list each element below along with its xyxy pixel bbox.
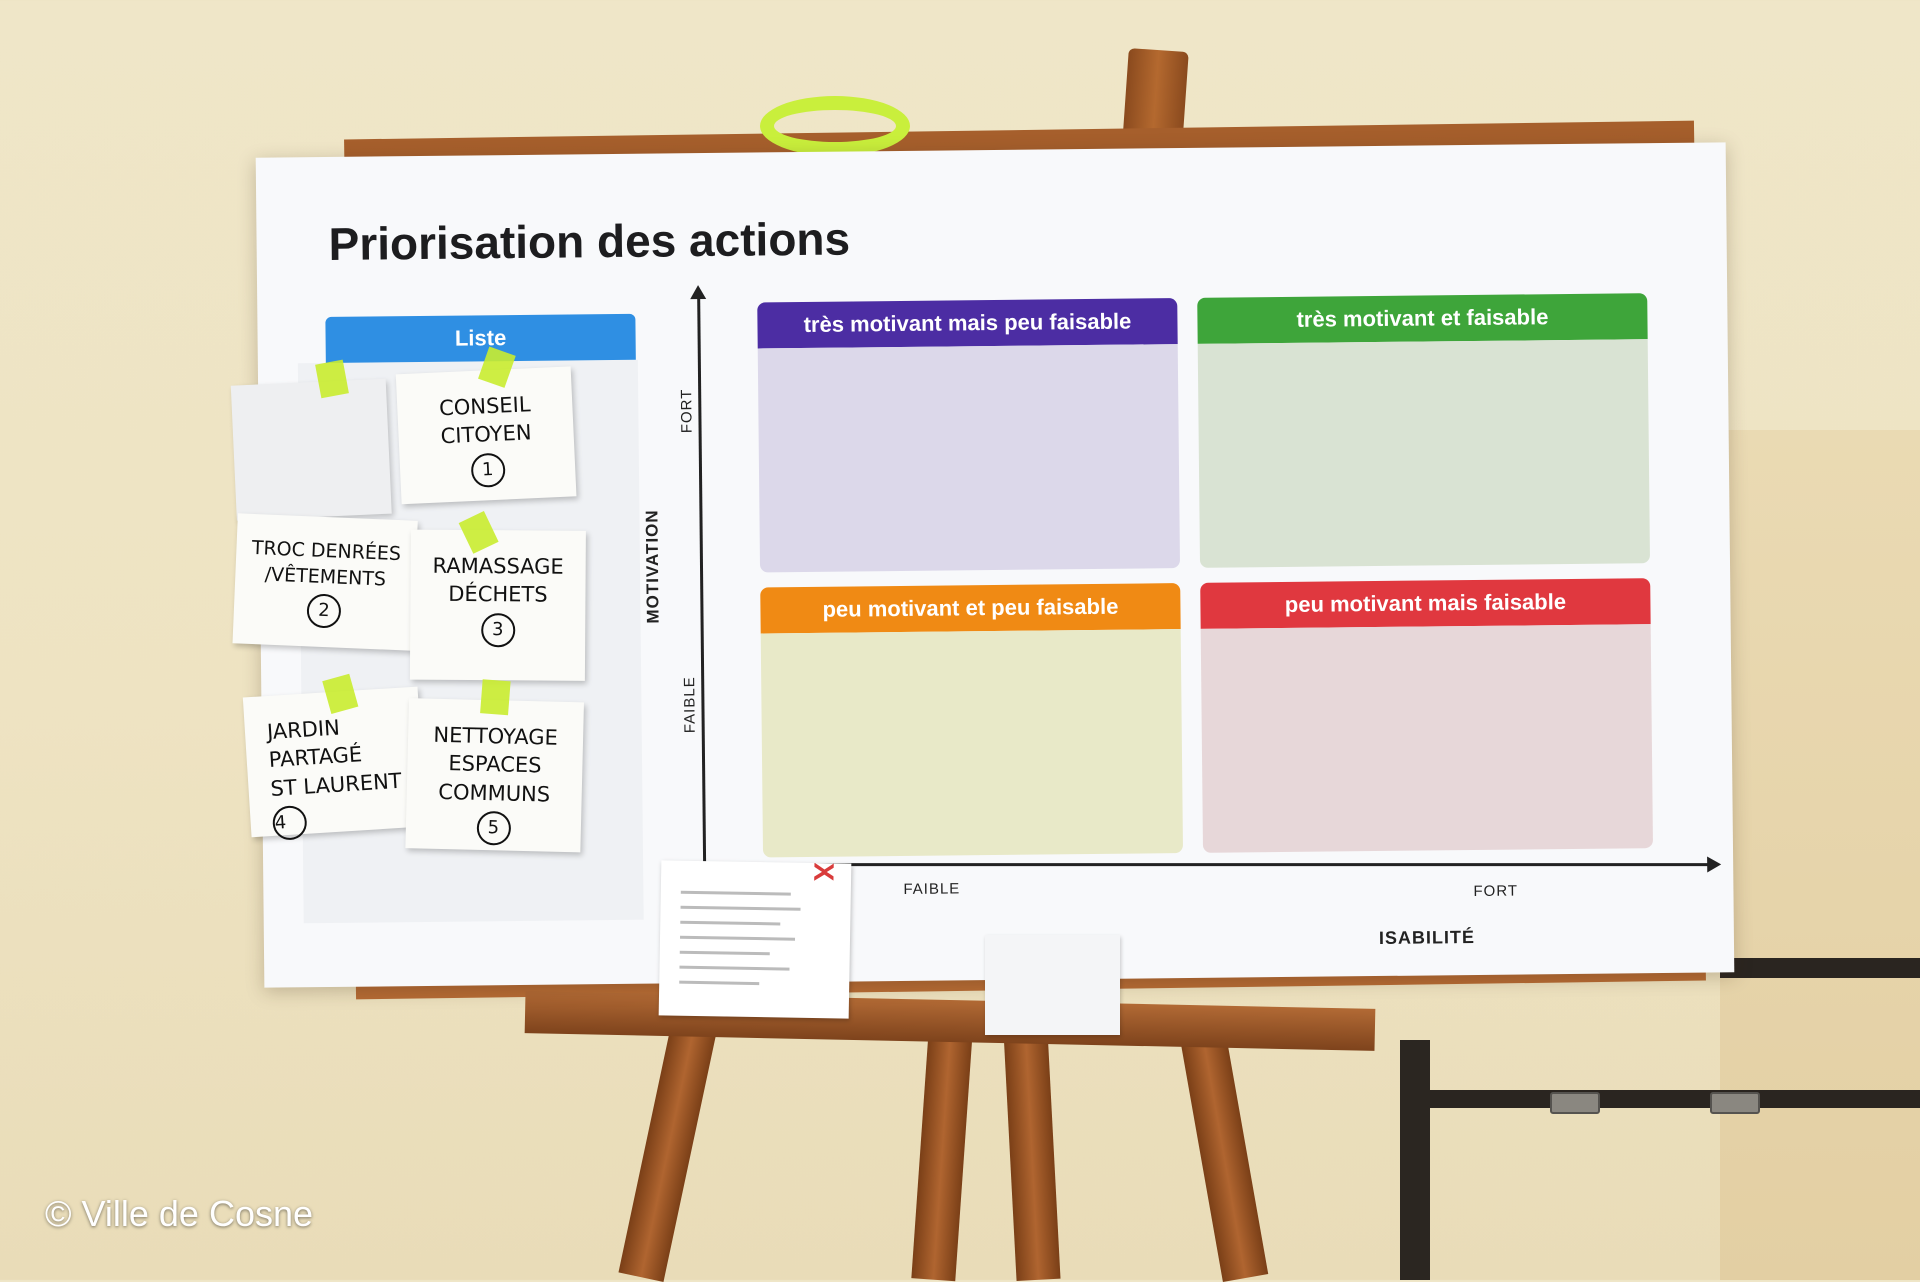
quadrant-bottom-right-title: peu motivant mais faisable <box>1200 578 1651 629</box>
note-text: ESPACES <box>448 751 542 778</box>
photo-credit: © Ville de Cosne <box>45 1193 314 1234</box>
poster-title: Priorisation des actions <box>328 212 851 270</box>
y-axis <box>697 293 707 864</box>
note-text: RAMASSAGE <box>432 553 564 579</box>
tape-piece <box>480 679 511 716</box>
tape-roll <box>760 96 910 156</box>
quadrant-bottom-left: peu motivant et peu faisable <box>760 583 1184 858</box>
quadrant-bottom-right: peu motivant mais faisable <box>1200 578 1654 853</box>
background-wall <box>1720 430 1920 1280</box>
quadrant-top-right-title: très motivant et faisable <box>1197 293 1648 344</box>
quadrant-top-left-title: très motivant mais peu faisable <box>757 298 1178 349</box>
easel-leg <box>911 1028 973 1282</box>
table-rail <box>1720 958 1920 978</box>
easel-leg <box>1177 1017 1269 1282</box>
sticky-note: RAMASSAGE DÉCHETS 3 <box>409 529 586 681</box>
note-number: 2 <box>306 593 342 629</box>
note-number: 5 <box>475 810 511 846</box>
sticky-note: NETTOYAGE ESPACES COMMUNS 5 <box>405 698 584 853</box>
blank-card <box>985 935 1120 1035</box>
x-axis-label: ISABILITÉ <box>1378 926 1476 948</box>
easel-tray <box>524 991 1376 1051</box>
flyer-logo: JEUX <box>807 860 840 881</box>
event-flyer: JEUX <box>658 860 852 1019</box>
x-axis-arrow <box>1707 856 1722 873</box>
x-axis <box>703 863 1714 867</box>
table-rail <box>1430 1090 1920 1108</box>
x-axis-high: FORT <box>1473 882 1519 901</box>
quadrant-top-left: très motivant mais peu faisable <box>757 298 1181 573</box>
y-axis-arrow <box>690 285 707 300</box>
table-hinge <box>1710 1092 1760 1114</box>
sticky-note: CONSEIL CITOYEN 1 <box>395 366 577 505</box>
tape-piece <box>315 359 349 399</box>
table-hinge <box>1550 1092 1600 1114</box>
note-text: NETTOYAGE <box>433 722 559 750</box>
note-number: 3 <box>480 612 515 648</box>
blank-sticky-note <box>230 378 392 521</box>
easel-leg <box>1003 1029 1061 1281</box>
sticky-note: TROC DENRÉES /VÊTEMENTS 2 <box>232 513 418 651</box>
quadrant-top-right: très motivant et faisable <box>1197 293 1651 568</box>
note-number: 1 <box>469 452 506 488</box>
priority-matrix-poster: Priorisation des actions Liste MOTIVATIO… <box>230 142 1735 988</box>
y-axis-high: FORT <box>678 388 696 434</box>
table-leg <box>1400 1040 1430 1280</box>
y-axis-low: FAIBLE <box>681 676 699 734</box>
y-axis-label: MOTIVATION <box>642 509 663 624</box>
note-number: 4 <box>271 804 308 841</box>
note-text: DÉCHETS <box>448 582 548 607</box>
note-text: COMMUNS <box>438 779 551 807</box>
easel-leg <box>618 1018 718 1282</box>
x-axis-low: FAIBLE <box>903 880 961 898</box>
quadrant-bottom-left-title: peu motivant et peu faisable <box>760 583 1181 634</box>
list-header: Liste <box>325 313 636 363</box>
